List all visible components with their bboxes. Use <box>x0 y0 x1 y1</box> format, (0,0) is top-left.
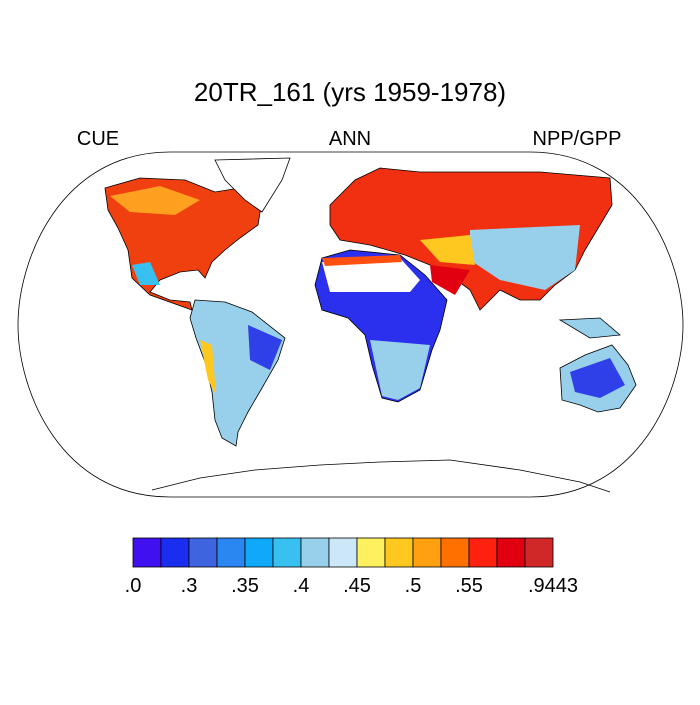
map-title: 20TR_161 (yrs 1959-1978) <box>194 77 506 107</box>
colorbar-box <box>496 537 526 568</box>
andes-patch <box>200 340 216 395</box>
sahara <box>322 258 420 292</box>
australia-patch <box>570 358 625 398</box>
colorbar-box <box>468 537 498 568</box>
right-label: NPP/GPP <box>533 128 622 150</box>
colorbar: .0 .3 .35 .4 .45 .5 .55 .9443 <box>125 537 578 597</box>
colorbar-box <box>412 537 442 568</box>
colorbar-box <box>160 537 190 568</box>
indonesia <box>558 317 621 339</box>
greenland <box>214 157 291 213</box>
colorbar-box <box>440 537 470 568</box>
colorbar-label: .9443 <box>528 575 578 597</box>
left-label: CUE <box>77 128 119 150</box>
colorbar-label: .4 <box>293 575 310 597</box>
colorbar-box <box>188 537 218 568</box>
asia-patch <box>470 225 580 290</box>
colorbar-box <box>328 537 358 568</box>
colorbar-box <box>300 537 330 568</box>
colorbar-box <box>384 537 414 568</box>
colorbar-label: .5 <box>405 575 422 597</box>
central-asia-patch <box>420 235 475 265</box>
colorbar-label: .35 <box>231 575 259 597</box>
antarctica <box>151 459 611 493</box>
colorbar-label: .3 <box>181 575 198 597</box>
colorbar-box <box>132 537 162 568</box>
colorbar-box <box>244 537 274 568</box>
arabia <box>430 265 470 295</box>
north-america-patch <box>110 186 200 215</box>
map <box>17 151 684 498</box>
colorbar-label: .55 <box>455 575 483 597</box>
center-label: ANN <box>329 128 371 150</box>
colorbar-box <box>524 537 554 568</box>
mexico-patch <box>132 262 160 285</box>
south-america-patch <box>248 325 282 370</box>
colorbar-label: .0 <box>125 575 142 597</box>
southern-africa-patch <box>370 340 430 400</box>
colorbar-box <box>216 537 246 568</box>
north-africa-patch <box>322 255 402 266</box>
colorbar-box <box>356 537 386 568</box>
colorbar-box <box>272 537 302 568</box>
colorbar-label: .45 <box>343 575 371 597</box>
